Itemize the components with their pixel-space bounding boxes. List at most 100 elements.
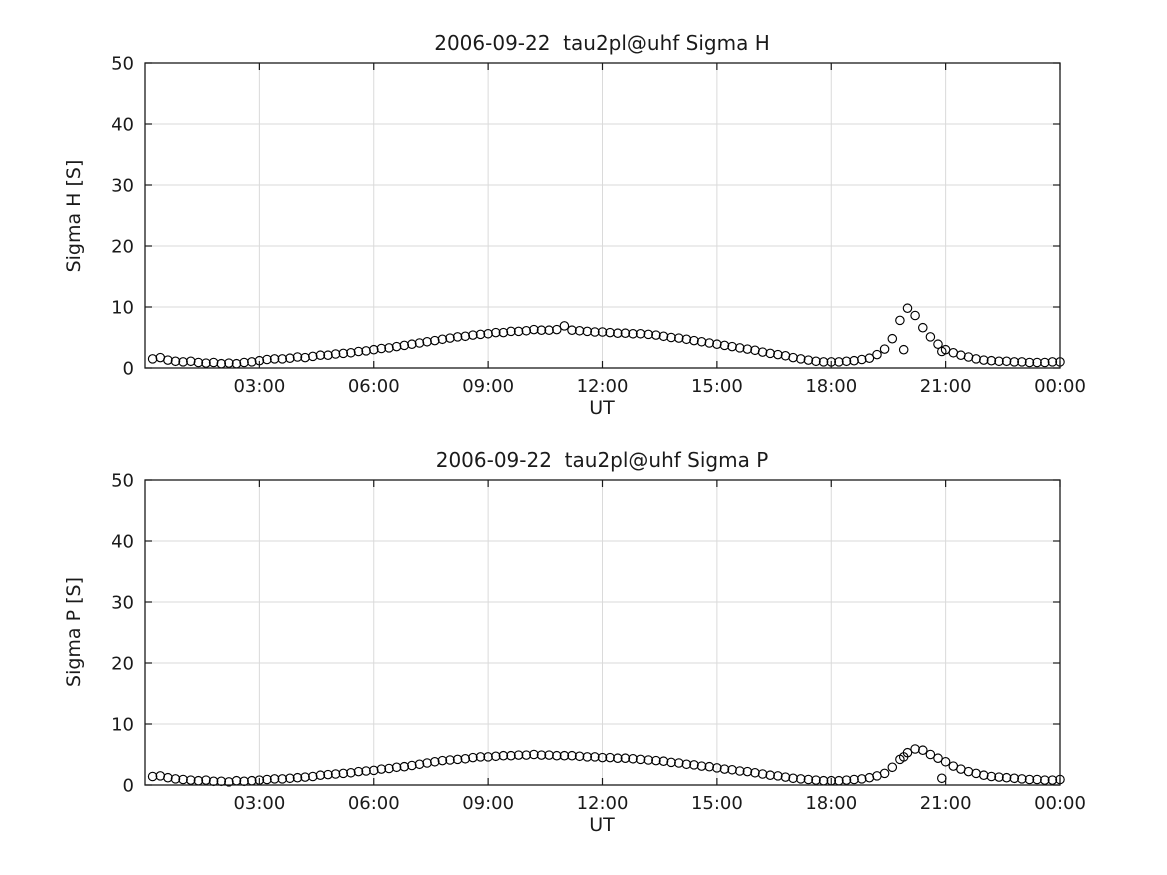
data-point	[841, 775, 852, 785]
data-point	[898, 752, 909, 762]
data-point	[445, 755, 455, 765]
data-point	[193, 357, 204, 368]
data-point	[1017, 774, 1027, 784]
data-point	[376, 764, 387, 774]
data-point	[811, 356, 821, 367]
data-point	[574, 751, 585, 762]
data-point	[1047, 357, 1058, 367]
data-point	[666, 332, 676, 343]
data-point	[323, 350, 333, 360]
data-point	[757, 769, 768, 779]
y-tick-label: 50	[111, 470, 134, 491]
data-point	[979, 770, 989, 780]
data-point	[1047, 775, 1058, 785]
data-point	[933, 339, 943, 349]
data-point	[262, 774, 272, 785]
data-point	[475, 752, 486, 762]
data-point	[796, 354, 806, 364]
data-point	[780, 772, 791, 782]
data-point	[544, 325, 554, 335]
x-tick-label: 06:00	[348, 793, 400, 814]
data-point	[590, 327, 600, 337]
data-point	[292, 352, 303, 362]
sigma-p-y-axis-label: Sigma P [S]	[63, 577, 85, 687]
data-point	[643, 329, 654, 340]
data-point	[735, 343, 745, 353]
data-point	[704, 761, 715, 772]
data-point	[773, 349, 783, 360]
data-point	[353, 766, 364, 777]
data-point	[567, 750, 577, 761]
x-tick-label: 09:00	[462, 793, 514, 814]
data-point	[864, 772, 875, 783]
data-point	[597, 327, 608, 337]
data-point	[849, 774, 859, 785]
sigma-p-chart: 03:00 06:00 09:00 12:00 15:00 18:00 21:00 00:00…	[63, 448, 1086, 836]
y-tick-label: 20	[111, 653, 134, 674]
data-point	[567, 325, 577, 335]
data-point	[674, 758, 684, 768]
data-point	[353, 346, 364, 357]
data-point	[338, 348, 349, 359]
data-point	[879, 768, 890, 779]
data-point	[491, 751, 501, 762]
data-point	[186, 775, 196, 785]
y-tick-label: 0	[123, 775, 134, 796]
data-point	[712, 763, 722, 773]
data-point	[506, 750, 516, 761]
data-point	[475, 329, 486, 340]
data-point	[887, 762, 898, 773]
data-point	[147, 354, 158, 364]
data-point	[1017, 357, 1027, 367]
data-point	[780, 351, 791, 361]
data-point	[247, 357, 257, 367]
data-point	[323, 769, 333, 780]
data-point	[994, 772, 1004, 782]
data-point	[178, 774, 188, 785]
data-point	[437, 334, 448, 345]
y-tick-label: 40	[111, 114, 134, 135]
data-point	[857, 774, 867, 784]
y-tick-label: 20	[111, 236, 134, 257]
data-point	[170, 356, 181, 367]
data-point	[635, 754, 646, 765]
data-point	[712, 339, 722, 349]
data-point	[994, 356, 1004, 367]
data-point	[369, 344, 379, 355]
data-point	[1009, 773, 1020, 784]
data-point	[521, 750, 532, 760]
data-point	[384, 343, 394, 353]
data-point	[437, 755, 448, 766]
data-point	[513, 750, 524, 760]
data-point	[643, 755, 654, 765]
data-point	[765, 770, 775, 780]
x-tick-label: 21:00	[920, 793, 972, 814]
data-point	[239, 357, 249, 368]
sigma-h-chart-title: 2006-09-22 tau2pl@uhf Sigma H	[434, 31, 770, 55]
data-point	[544, 750, 554, 760]
sigma-p-plot-area: 03:00 06:00 09:00 12:00 15:00 18:00 21:00 00:00…	[111, 470, 1086, 814]
data-point	[170, 774, 181, 784]
data-point	[635, 329, 646, 339]
data-point	[986, 355, 997, 366]
data-point	[1024, 774, 1035, 785]
data-point	[658, 756, 669, 766]
data-point	[201, 358, 211, 368]
data-point	[788, 773, 798, 784]
data-point	[536, 325, 547, 335]
data-point	[391, 762, 402, 773]
data-point	[407, 339, 417, 349]
data-point	[224, 777, 234, 787]
data-point	[468, 752, 478, 763]
data-point	[422, 337, 432, 347]
data-point	[796, 774, 806, 784]
data-point	[414, 759, 425, 770]
data-point	[277, 774, 288, 784]
data-point	[925, 332, 936, 342]
data-point	[552, 324, 562, 335]
data-point	[582, 326, 593, 337]
data-point	[757, 347, 768, 357]
data-point	[338, 768, 349, 779]
data-point	[529, 749, 539, 760]
data-point	[849, 355, 859, 366]
